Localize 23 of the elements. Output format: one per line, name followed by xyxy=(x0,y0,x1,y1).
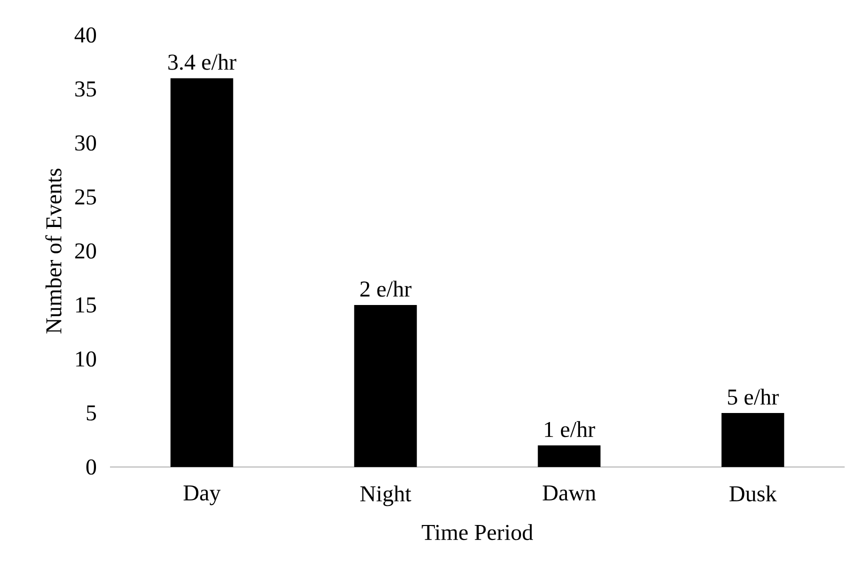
x-axis-title: Time Period xyxy=(422,524,534,540)
y-tick-label: 40 xyxy=(74,27,96,43)
bar xyxy=(354,305,417,467)
x-tick-label: Dusk xyxy=(730,485,777,502)
y-tick-label: 30 xyxy=(75,135,96,151)
annotation: 5 e/hr xyxy=(728,388,779,405)
x-tick-label: Day xyxy=(184,485,221,506)
bar xyxy=(722,413,784,467)
annotation: 1 e/hr xyxy=(545,421,596,438)
y-tick-label: 5 xyxy=(86,405,96,421)
bar xyxy=(170,78,234,467)
y-tick-label: 15 xyxy=(76,297,96,313)
y-tick-label: 0 xyxy=(86,459,96,475)
y-tick-label: 20 xyxy=(75,243,96,259)
x-tick-label: Dawn xyxy=(542,485,596,501)
y-axis-title: Number of Events xyxy=(45,168,62,334)
y-tick-label: 25 xyxy=(75,189,96,205)
bar xyxy=(538,445,601,467)
x-tick-label: Night xyxy=(360,485,412,506)
annotation: 2 e/hr xyxy=(360,280,412,297)
y-tick-label: 10 xyxy=(76,351,96,367)
annotation: 3.4 e/hr xyxy=(168,54,236,70)
y-tick-label: 35 xyxy=(75,81,96,97)
